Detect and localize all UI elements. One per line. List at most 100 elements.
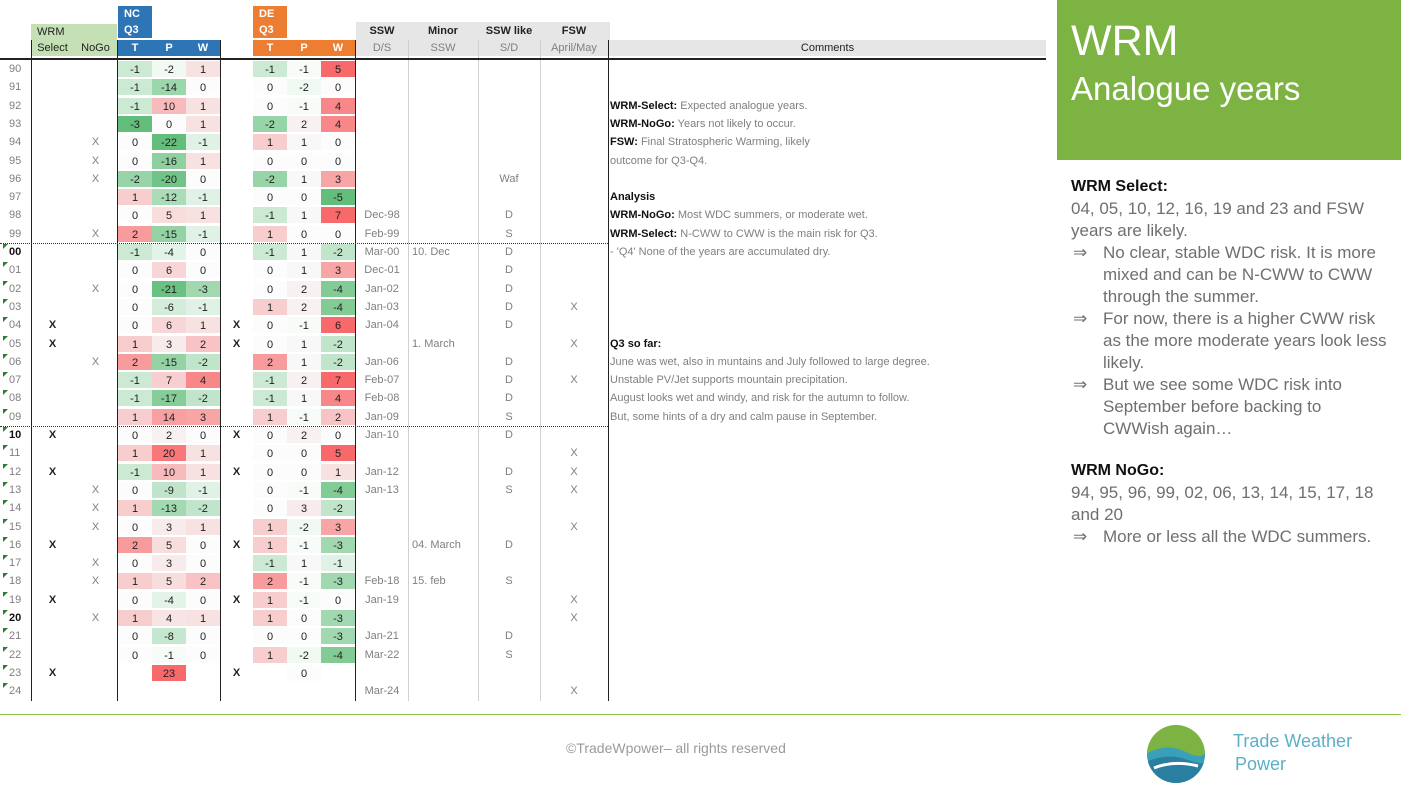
year-cell: 20 [9,612,22,624]
year-cell: 18 [9,575,22,588]
nc-p-cell: -20 [152,170,186,187]
ssw-like-cell: D [505,246,513,258]
de-t-cell: 0 [253,427,287,443]
year-cell: 12 [9,465,22,478]
fsw-cell: X [570,593,578,606]
note-marker-icon [3,628,8,634]
nc-t-cell: -2 [118,170,152,187]
de-w-cell: -1 [321,555,355,572]
de-w-cell: 0 [321,134,355,151]
note-marker-icon [3,610,8,615]
de-p-cell: 0 [287,628,321,645]
de-w-cell [321,683,355,699]
de-p-cell: 2 [287,298,321,315]
ssw-like-cell: D [505,630,513,643]
note-marker-icon [3,298,8,304]
de-select-mark-cell [220,60,253,78]
comment-text: August looks wet and windy, and risk for… [610,392,910,405]
de-w-cell: 0 [321,591,355,608]
nogo-title: WRM NoGo: [1071,462,1165,479]
ssw-like-cell: D [505,209,513,222]
ssw-cell [356,170,408,188]
fsw-cell [540,389,608,407]
ssw-like-cell [478,609,540,627]
fsw-cell [540,97,608,115]
fsw-cell: X [570,447,578,460]
de-t-cell: 1 [253,610,287,626]
nc-t-cell: 2 [118,353,152,370]
de-select-mark-cell [220,481,253,499]
ssw-cell: Feb-08 [364,392,400,405]
comment-text: - 'Q4' None of the years are accumulated… [610,246,831,258]
fsw-cell: X [570,300,578,313]
minor-ssw-cell [408,261,478,279]
wrm-select-cell [31,646,74,664]
fsw-cell [540,78,608,96]
de-w-cell: -2 [321,335,355,352]
nc-t-cell [118,665,152,681]
ssw-like-cell: D [505,392,513,405]
fsw-cell [540,646,608,664]
de-select-mark-cell [220,408,253,426]
year-cell: 00 [9,246,22,258]
ssw-like-cell [478,664,540,682]
year-cell: 90 [9,63,22,75]
wrm-header: WRM [31,24,117,40]
column-divider [540,40,541,701]
fsw-cell: X [570,374,578,387]
wrm-select-cell [31,133,74,151]
comment-text: outcome for Q3-Q4. [610,154,708,167]
nc-t-cell: -1 [118,61,152,77]
year-cell: 97 [9,191,22,204]
de-select-mark-cell [220,261,253,279]
ssw-cell [356,60,408,78]
wrm-select-cell [31,280,74,298]
column-divider [355,40,356,701]
ssw-cell [356,133,408,151]
note-marker-icon [3,683,8,689]
de-w-cell: -3 [321,573,355,590]
fsw-cell [540,188,608,206]
de-w-cell: 0 [321,152,355,169]
nc-t-cell: 1 [118,610,152,626]
fsw-cell [540,60,608,78]
year-cell: 24 [9,685,22,698]
nc-w-cell: 1 [186,317,220,334]
minor-header: Minor [428,25,458,37]
nc-w-cell: -1 [186,134,220,151]
de-t-cell: 0 [253,628,287,645]
de-t-cell: -1 [253,390,287,407]
de-t-cell: 0 [253,189,287,206]
fsw-cell [540,572,608,590]
wrm-nogo-cell [74,646,117,664]
de-select-mark-cell: X [232,319,241,332]
nc-t-cell: 0 [118,262,152,279]
nc-w-cell: 0 [186,646,220,663]
de-p-cell: 2 [287,427,321,443]
minor-ssw-cell: 10. Dec [412,246,450,258]
de-w-cell: 0 [321,79,355,96]
de-w-cell: 6 [321,317,355,334]
minor-ssw-cell [408,591,478,609]
de-p-cell: 2 [287,280,321,297]
wrm-nogo-cell: X [91,136,100,149]
de-p-cell: -1 [287,408,321,425]
wrm-select-cell [31,371,74,389]
note-marker-icon [3,335,8,341]
nc-w-cell: 1 [186,97,220,114]
wrm-select-cell [31,518,74,536]
comment-bold: WRM-Select: [610,227,678,240]
ssw-cell [356,335,408,353]
minor-ssw-cell [408,499,478,517]
wrm-nogo-cell [74,243,117,261]
ssw-like-cell [478,554,540,572]
wrm-select-cell [31,243,74,261]
minor-ssw-cell [408,97,478,115]
ssw-cell: Jan-02 [365,282,399,295]
de-select-mark-cell [220,115,253,133]
de-w-cell: 7 [321,207,355,224]
wrm-select-cell [31,188,74,206]
de-w-cell: 4 [321,390,355,407]
wrm-nogo-cell: X [91,557,100,570]
wrm-select-cell [31,152,74,170]
